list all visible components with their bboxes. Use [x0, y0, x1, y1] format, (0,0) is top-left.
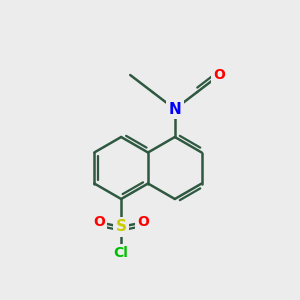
Text: O: O	[137, 215, 149, 229]
Text: Cl: Cl	[114, 246, 129, 260]
Text: S: S	[116, 219, 127, 234]
Text: O: O	[214, 68, 225, 82]
Text: N: N	[169, 102, 181, 117]
Text: O: O	[93, 215, 105, 229]
